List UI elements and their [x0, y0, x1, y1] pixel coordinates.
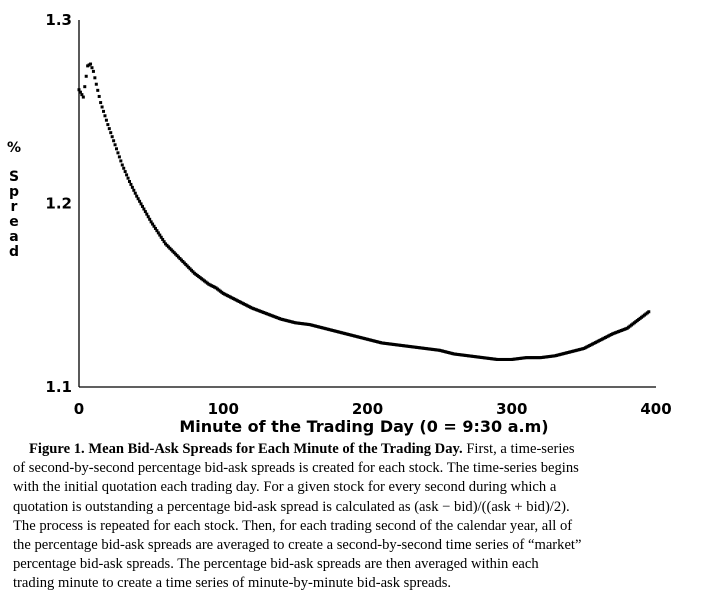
data-point [155, 229, 159, 233]
data-point [107, 127, 111, 131]
caption-line: quotation is outstanding a percentage bi… [13, 498, 570, 515]
x-tick-label: 0 [74, 400, 84, 418]
caption-line: with the initial quotation each trading … [13, 479, 557, 496]
x-tick-label: 100 [208, 400, 239, 418]
caption-line: of second-by-second percentage bid-ask s… [13, 460, 579, 477]
data-point [112, 139, 116, 143]
data-point [130, 185, 134, 189]
data-point [162, 240, 166, 244]
data-point [129, 182, 133, 186]
caption-lead: Figure 1. Mean Bid-Ask Spreads for Each … [29, 441, 463, 457]
data-point [93, 76, 97, 80]
y-axis-title-char: S [9, 169, 19, 185]
data-point [149, 220, 153, 224]
data-point [104, 118, 108, 122]
data-point [89, 62, 93, 66]
y-axis-title-char: % [7, 140, 21, 156]
caption-line: percentage bid-ask spreads. The percenta… [13, 556, 539, 573]
caption-line: the percentage bid-ask spreads are avera… [13, 537, 582, 554]
data-point [133, 191, 137, 195]
caption-line: Figure 1. Mean Bid-Ask Spreads for Each … [29, 441, 575, 457]
data-point [145, 212, 149, 216]
data-point [113, 143, 117, 147]
x-tick-label: 200 [352, 400, 383, 418]
data-point [140, 204, 144, 208]
data-point [78, 90, 82, 94]
spread-chart: 0 100 200 300 400 1.1 1.2 1.3 Minute of the Tra… [7, 11, 672, 436]
data-point [127, 179, 131, 183]
data-point [139, 202, 143, 206]
data-point [647, 310, 651, 314]
data-point [138, 199, 142, 203]
caption-line: trading minute to create a time series o… [13, 575, 452, 592]
data-point [122, 166, 126, 170]
data-point [148, 217, 152, 221]
y-tick-label: 1.1 [45, 378, 72, 396]
figure-caption: Figure 1. Mean Bid-Ask Spreads for Each … [13, 440, 697, 594]
data-point [115, 147, 119, 151]
data-point [152, 224, 156, 228]
data-point [120, 163, 124, 167]
data-point [97, 94, 101, 98]
data-point [153, 226, 157, 230]
data-point [146, 215, 150, 219]
data-point [83, 85, 87, 89]
data-point [109, 131, 113, 135]
data-point [123, 170, 127, 174]
data-point [125, 173, 129, 177]
data-point [126, 176, 130, 180]
data-point [116, 151, 120, 155]
y-axis-title-char: p [9, 184, 19, 200]
data-point [158, 233, 162, 237]
caption-line: The process is repeated for each stock. … [13, 517, 573, 534]
data-point [102, 109, 106, 113]
data-point [91, 69, 95, 73]
data-point [132, 188, 136, 192]
data-point [156, 231, 160, 235]
data-point [96, 88, 100, 92]
data-point [117, 155, 121, 159]
data-point [143, 210, 147, 214]
data-point [77, 88, 81, 92]
data-point [110, 135, 114, 139]
data-point [119, 159, 123, 163]
y-axis-title-char: e [9, 214, 19, 230]
data-point [159, 235, 163, 239]
data-point [106, 123, 110, 127]
y-tick-label: 1.2 [45, 195, 72, 213]
x-tick-label: 400 [640, 400, 671, 418]
data-point [161, 237, 165, 241]
y-tick-label: 1.3 [45, 11, 72, 29]
data-point [136, 197, 140, 201]
y-axis-title-char: r [11, 199, 18, 215]
chart-ticks: 0 100 200 300 400 1.1 1.2 1.3 [45, 11, 671, 418]
chart-points [77, 62, 651, 361]
y-axis-title-char: d [9, 244, 19, 260]
data-point [84, 74, 88, 78]
data-point [90, 66, 94, 70]
data-point [94, 82, 98, 86]
data-point [100, 105, 104, 109]
data-point [151, 222, 155, 226]
data-point [135, 194, 139, 198]
chart-axes [78, 20, 656, 388]
data-point [80, 93, 84, 97]
y-axis-title-char: a [9, 229, 18, 245]
y-axis-title: % Spread [7, 140, 21, 260]
data-point [81, 95, 85, 99]
data-point [99, 101, 103, 105]
x-axis-title: Minute of the Trading Day (0 = 9:30 a.m) [179, 417, 548, 436]
data-point [142, 207, 146, 211]
data-point [103, 114, 107, 118]
x-tick-label: 300 [496, 400, 527, 418]
